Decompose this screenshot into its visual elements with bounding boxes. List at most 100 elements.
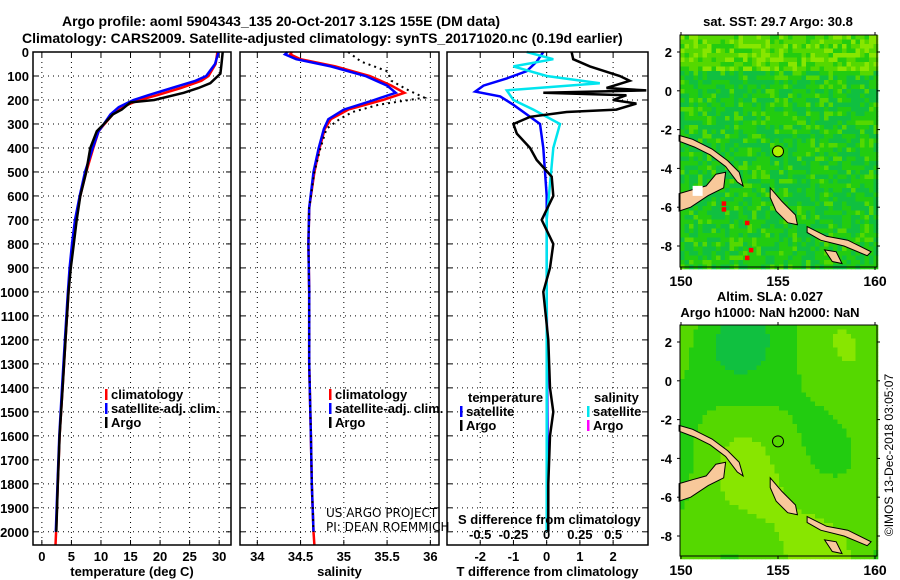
map-cell (734, 215, 739, 220)
map-cell (770, 514, 775, 519)
map-cell (819, 134, 825, 139)
map-cell (761, 183, 766, 189)
map-cell (824, 406, 829, 411)
map-cell (855, 473, 861, 479)
map-cell (815, 536, 820, 542)
map-cell (716, 424, 721, 429)
map-cell (842, 415, 847, 420)
map-cell (855, 415, 861, 420)
map-cell (837, 541, 843, 546)
map-cell (797, 246, 802, 252)
map-cell (806, 532, 811, 537)
map-cell (855, 383, 861, 389)
map-cell (774, 125, 780, 130)
map-cell (869, 437, 874, 443)
map-cell (855, 201, 861, 207)
map-cell (711, 487, 717, 492)
map-cell (707, 365, 712, 371)
map-cell (765, 111, 771, 117)
map-cell (873, 536, 879, 542)
map-cell (851, 84, 856, 90)
map-cell (774, 343, 780, 348)
map-cell (702, 251, 708, 256)
map-cell (824, 93, 829, 99)
map-cell (774, 374, 780, 380)
map-cell (743, 93, 748, 99)
map-cell (828, 242, 834, 247)
map-cell (743, 509, 748, 515)
map-cell (837, 93, 843, 99)
map-cell (806, 379, 811, 384)
map-cell (738, 143, 744, 148)
map-cell (698, 509, 703, 515)
map-cell (819, 347, 825, 353)
map-cell (716, 482, 721, 488)
map-cell (729, 147, 735, 153)
map-cell (684, 437, 690, 443)
map-cell (689, 361, 694, 366)
map-cell (833, 532, 838, 537)
map-cell (792, 107, 798, 112)
map-cell (806, 111, 811, 117)
map-cell (711, 165, 717, 171)
map-cell (815, 388, 820, 393)
map-cell (819, 102, 825, 108)
map-cell (684, 219, 690, 225)
map-cell (806, 134, 811, 139)
x-tick-label: -2 (474, 549, 486, 564)
map-cell (801, 255, 807, 261)
map-cell (815, 401, 820, 407)
map-cell (684, 48, 690, 54)
map-cell (743, 334, 748, 339)
map-cell (869, 192, 874, 198)
map-cell (873, 66, 879, 72)
map-cell (765, 329, 771, 335)
map-cell (716, 392, 721, 398)
map-cell (743, 215, 748, 220)
map-cell (743, 251, 748, 256)
map-cell (720, 224, 726, 229)
map-cell (743, 129, 748, 135)
plot-frame (446, 51, 649, 546)
map-cell (738, 215, 744, 220)
map-cell (792, 183, 798, 189)
map-cell (684, 343, 690, 348)
map-cell (792, 334, 798, 339)
map-cell (761, 505, 766, 510)
map-cell (788, 383, 793, 389)
map-cell (711, 352, 717, 357)
map-cell (707, 347, 712, 353)
map-cell (860, 255, 865, 261)
map-cell (747, 197, 753, 202)
map-cell (716, 509, 721, 515)
map-cell (783, 246, 789, 252)
map-cell (752, 201, 757, 207)
map-cell (864, 424, 870, 429)
map-cell (828, 532, 834, 537)
map-cell (734, 527, 739, 533)
map-cell (680, 550, 685, 555)
map-cell (792, 464, 798, 470)
map-cell (756, 352, 762, 357)
map-cell (860, 260, 865, 265)
map-cell (783, 120, 789, 126)
map-cell (855, 392, 861, 398)
map-cell (725, 197, 730, 202)
map-cell (783, 48, 789, 54)
map-cell (837, 536, 843, 542)
map-cell (819, 197, 825, 202)
map-cell (756, 84, 762, 90)
map-cell (761, 338, 766, 344)
map-cell (770, 80, 775, 85)
map-cell (788, 415, 793, 420)
map-cell (783, 460, 789, 465)
map-cell (788, 424, 793, 429)
map-cell (846, 120, 852, 126)
map-cell (698, 325, 703, 330)
map-cell (819, 161, 825, 166)
map-cell (720, 338, 726, 344)
map-cell (833, 161, 838, 166)
map-cell (851, 165, 856, 171)
map-cell (864, 255, 870, 261)
map-cell (797, 523, 802, 528)
